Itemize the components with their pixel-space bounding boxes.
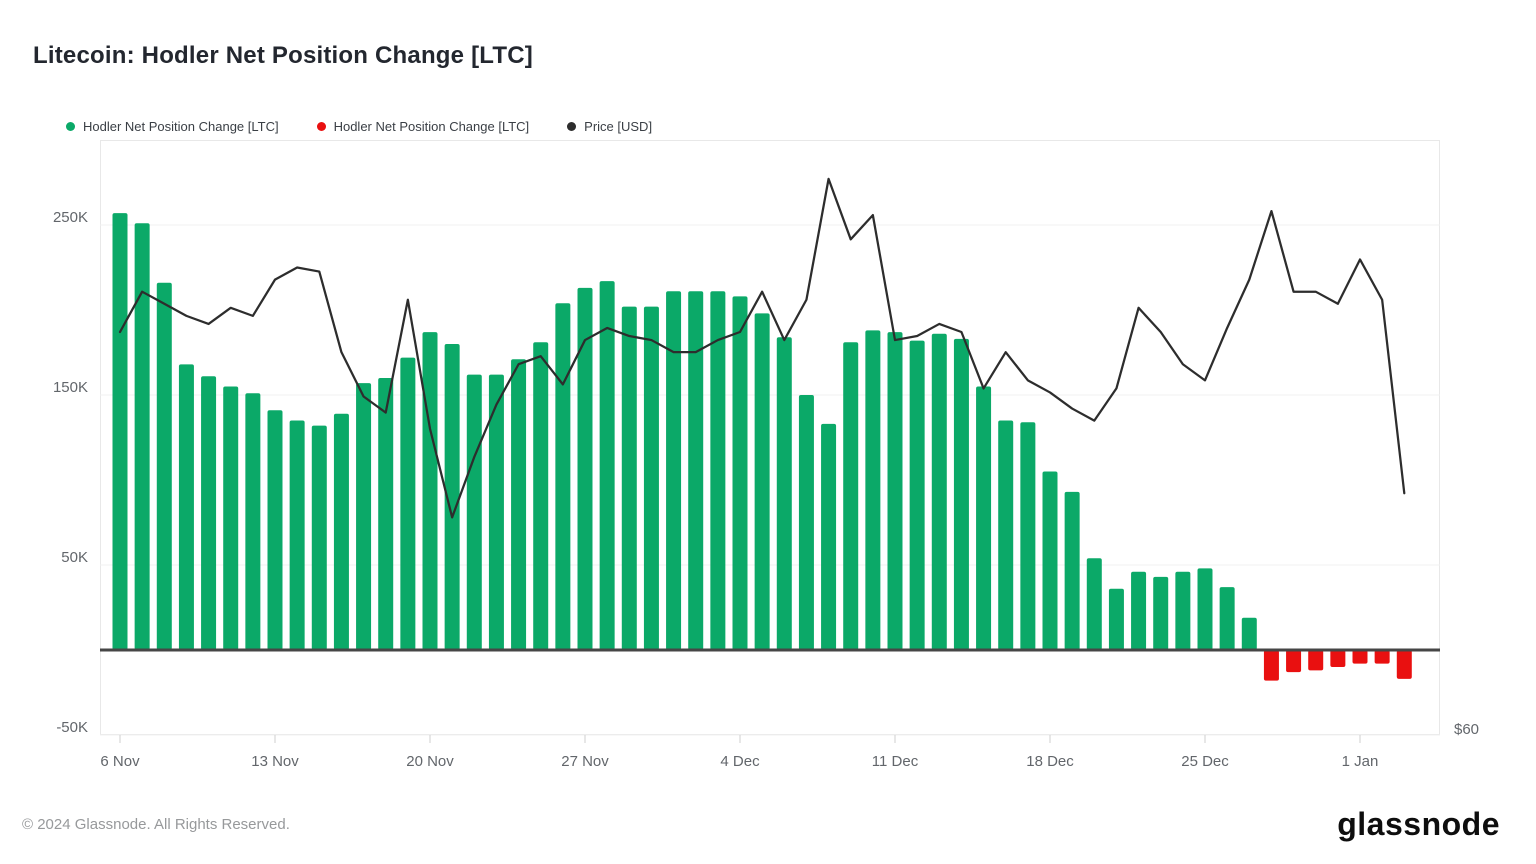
- x-axis-label: 27 Nov: [561, 753, 609, 770]
- bar-positive: [710, 291, 726, 650]
- bar-positive: [1219, 587, 1235, 650]
- bar-positive: [1086, 558, 1102, 650]
- chart-legend: Hodler Net Position Change [LTC] Hodler N…: [66, 119, 652, 134]
- bar-positive: [311, 425, 327, 650]
- bar-positive: [267, 410, 283, 650]
- bar-positive: [798, 395, 814, 650]
- bar-positive: [843, 342, 859, 650]
- bar-positive: [666, 291, 682, 650]
- x-axis-label: 13 Nov: [251, 753, 299, 770]
- legend-item[interactable]: Hodler Net Position Change [LTC]: [316, 119, 530, 134]
- bar-positive: [821, 423, 837, 650]
- bar-negative: [1286, 650, 1302, 673]
- bar-positive: [289, 420, 305, 650]
- bar-positive: [178, 364, 194, 650]
- bar-positive: [245, 393, 261, 650]
- y-axis-label: -50K: [56, 718, 88, 736]
- bar-positive: [909, 340, 925, 650]
- bar-positive: [998, 420, 1014, 650]
- legend-label: Price [USD]: [584, 119, 653, 134]
- bar-negative: [1352, 650, 1368, 664]
- page-title: Litecoin: Hodler Net Position Change [LT…: [33, 42, 533, 69]
- bar-positive: [1197, 568, 1213, 650]
- bar-positive: [201, 376, 217, 650]
- chart-canvas: [100, 140, 1440, 743]
- copyright-text: © 2024 Glassnode. All Rights Reserved.: [22, 816, 290, 833]
- x-axis-label: 4 Dec: [720, 753, 760, 770]
- bar-positive: [1175, 571, 1191, 650]
- bar-positive: [356, 383, 372, 650]
- legend-item[interactable]: Price [USD]: [567, 119, 652, 134]
- bar-positive: [555, 303, 571, 650]
- x-axis-label: 18 Dec: [1026, 753, 1074, 770]
- legend-label: Hodler Net Position Change [LTC]: [83, 119, 279, 134]
- bar-positive: [422, 332, 438, 650]
- bar-positive: [444, 344, 460, 650]
- y-axis-label: 50K: [61, 548, 88, 566]
- x-axis-label: 25 Dec: [1181, 753, 1229, 770]
- bar-positive: [976, 386, 992, 650]
- bar-negative: [1374, 650, 1390, 664]
- bar-positive: [577, 287, 593, 650]
- bar-positive: [223, 386, 239, 650]
- bar-positive: [931, 333, 947, 650]
- y-axis-label: 250K: [52, 208, 88, 226]
- right-axis-price-label: $60: [1454, 721, 1480, 738]
- bar-positive: [1064, 491, 1080, 650]
- bar-positive: [333, 413, 349, 650]
- bar-positive: [688, 291, 704, 650]
- bar-positive: [1042, 471, 1058, 650]
- bar-positive: [533, 342, 549, 650]
- bar-positive: [732, 296, 748, 650]
- x-axis-label: 6 Nov: [100, 753, 140, 770]
- bar-positive: [865, 330, 881, 650]
- y-axis-label: 150K: [52, 378, 88, 396]
- bar-positive: [156, 282, 172, 650]
- bar-positive: [1241, 617, 1257, 650]
- bar-positive: [754, 313, 770, 650]
- bar-positive: [134, 223, 150, 651]
- bar-positive: [1020, 422, 1036, 650]
- bar-positive: [621, 306, 637, 650]
- x-axis-label: 11 Dec: [871, 753, 919, 770]
- bar-positive: [1153, 576, 1169, 650]
- legend-dot-icon: [316, 122, 326, 131]
- bar-positive: [378, 378, 394, 650]
- legend-dot-icon: [66, 122, 75, 131]
- bar-negative: [1330, 650, 1346, 667]
- price-line: [118, 177, 1406, 519]
- bar-negative: [1396, 650, 1412, 679]
- bar-positive: [466, 374, 482, 650]
- legend-item[interactable]: Hodler Net Position Change [LTC]: [66, 119, 279, 134]
- legend-label: Hodler Net Position Change [LTC]: [333, 119, 530, 134]
- bar-negative: [1263, 650, 1279, 681]
- bar-positive: [887, 332, 903, 650]
- x-axis-label: 20 Nov: [406, 753, 454, 770]
- bar-positive: [112, 213, 128, 650]
- bar-positive: [643, 306, 659, 650]
- legend-dot-icon: [567, 122, 577, 131]
- bar-positive: [953, 338, 969, 650]
- glassnode-logo: glassnode: [1337, 806, 1500, 842]
- x-axis-label: 1 Jan: [1341, 753, 1379, 770]
- bar-positive: [400, 357, 416, 650]
- bar-positive: [599, 281, 615, 650]
- bar-positive: [1108, 588, 1124, 650]
- bar-positive: [488, 374, 504, 650]
- bar-positive: [776, 337, 792, 650]
- bar-positive: [1131, 571, 1147, 650]
- bar-negative: [1308, 650, 1324, 671]
- bar-positive: [511, 359, 527, 650]
